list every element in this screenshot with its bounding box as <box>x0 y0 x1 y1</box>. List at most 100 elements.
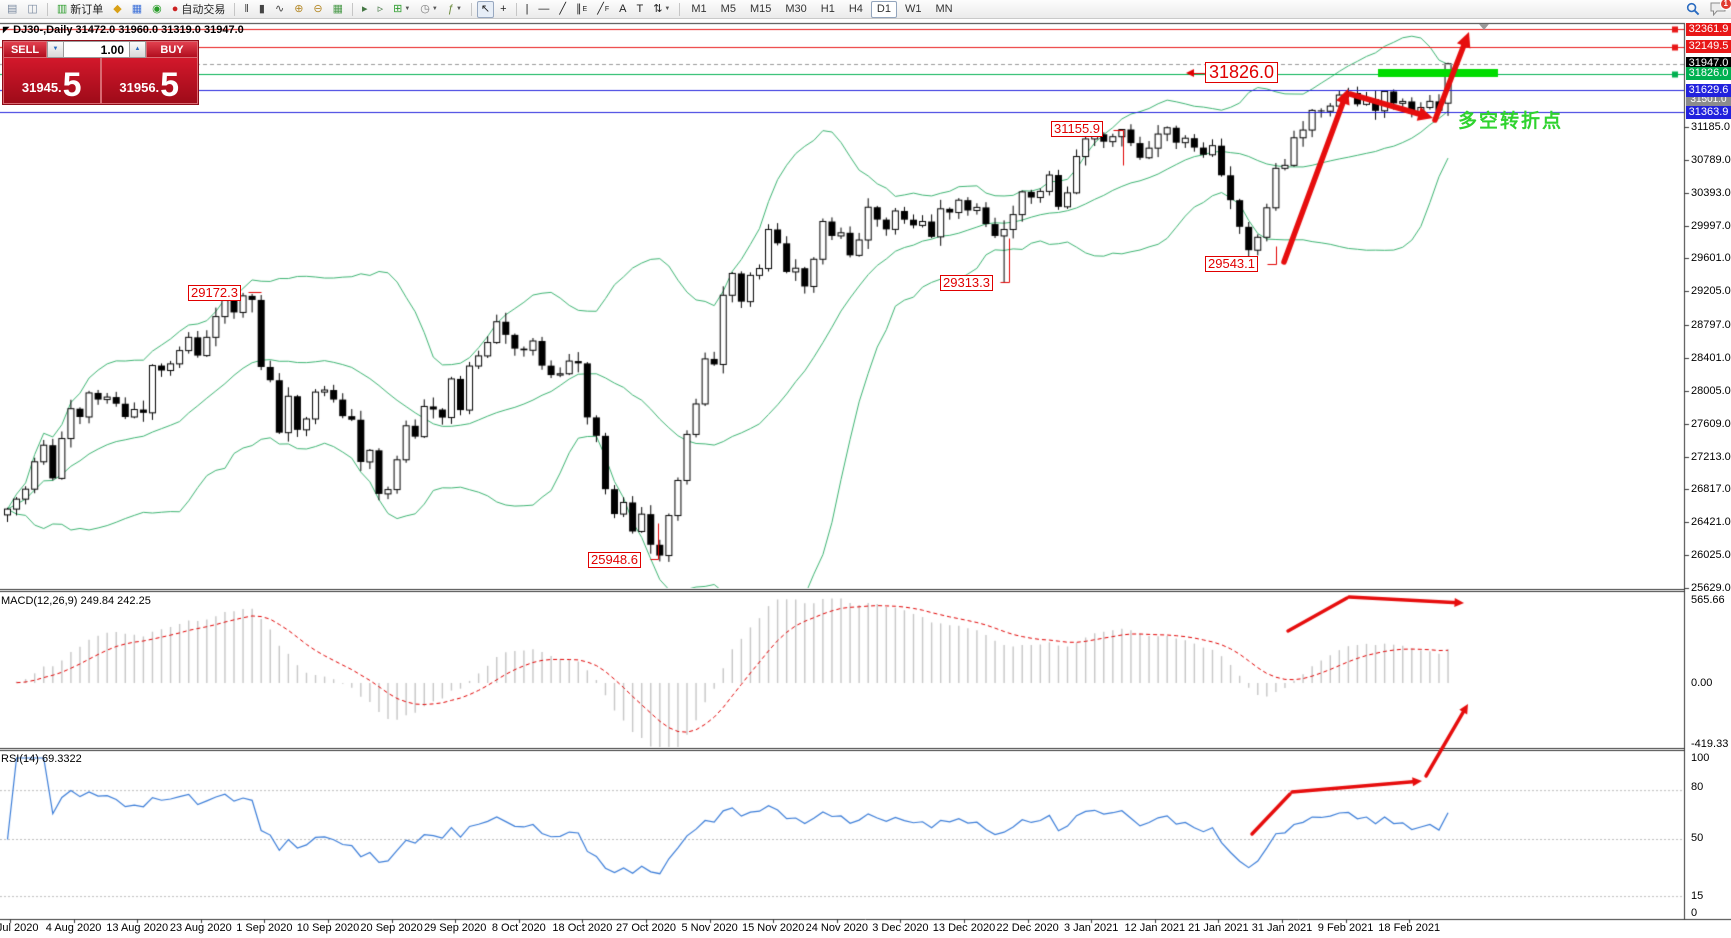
zoom-in-icon[interactable]: ⊕ <box>290 1 307 18</box>
trendline-tool[interactable]: ╱ <box>555 1 570 18</box>
indicators-icon-glyph: ƒ <box>447 3 454 15</box>
sell-button[interactable]: SELL <box>3 41 47 58</box>
date-axis-label[interactable]: 15 Nov 2020 <box>741 922 805 934</box>
price-axis-tick: 29997.0 <box>1691 219 1731 232</box>
date-axis-label[interactable]: 13 Aug 2020 <box>106 922 169 934</box>
price-label[interactable]: 29172.3 <box>188 285 241 301</box>
date-axis-label[interactable]: 21 Jan 2021 <box>1188 922 1249 934</box>
sell-price[interactable]: 31945. 5 <box>3 58 101 104</box>
auto-trading-button[interactable]: ● 自动交易 <box>168 1 230 18</box>
search-icon[interactable] <box>1686 2 1700 19</box>
vertical-line-tool[interactable]: | <box>522 1 533 18</box>
profiles-icon[interactable]: ◷ ▼ <box>416 1 442 18</box>
date-axis-label[interactable]: 29 Sep 2020 <box>423 922 487 934</box>
price-label[interactable]: 25948.6 <box>588 552 641 568</box>
price-axis-tick: 28005.0 <box>1691 384 1731 397</box>
zoom-out-icon[interactable]: ⊖ <box>309 1 326 18</box>
price-label[interactable]: 29543.1 <box>1205 256 1258 272</box>
date-axis-label[interactable]: 9 Feb 2021 <box>1317 922 1374 934</box>
timeframe-M30[interactable]: M30 <box>785 2 807 15</box>
date-axis-label[interactable]: 1 Sep 2020 <box>236 922 293 934</box>
fibonacci-tool[interactable]: ╱ F <box>593 1 613 18</box>
date-axis-label[interactable]: 5 Nov 2020 <box>681 922 738 934</box>
timeframe-MN[interactable]: MN <box>935 2 953 15</box>
timeframe-H1[interactable]: H1 <box>820 2 835 15</box>
horizontal-line-tool[interactable]: — <box>534 1 553 18</box>
date-axis-label[interactable]: 27 Oct 2020 <box>616 922 676 934</box>
channel-tool-sub: E <box>582 5 588 13</box>
date-axis-label[interactable]: 23 Aug 2020 <box>169 922 232 934</box>
cursor-tool[interactable]: ↖ <box>476 0 495 18</box>
date-axis-label[interactable]: 18 Feb 2021 <box>1378 922 1441 934</box>
sell-price-big-digit: 5 <box>62 66 82 104</box>
text-label-tool-glyph: T <box>636 3 644 15</box>
channel-tool-glyph: ∥ <box>576 3 582 15</box>
date-axis-label[interactable]: 18 Oct 2020 <box>552 922 613 934</box>
crosshair-tool[interactable]: + <box>496 1 510 18</box>
print-preview-icon[interactable]: ◫ <box>23 1 41 18</box>
date-axis-label[interactable]: 12 Jan 2021 <box>1124 922 1186 934</box>
tile-windows-icon[interactable]: ▦ <box>329 1 347 18</box>
date-axis-label[interactable]: 13 Dec 2020 <box>932 922 996 934</box>
date-axis-label[interactable]: 10 Sep 2020 <box>296 922 360 934</box>
volume-increase-button[interactable]: ▲ <box>129 41 146 58</box>
auto-scroll-icon[interactable]: ▸ <box>358 1 372 18</box>
print-preview-icon-glyph: ◫ <box>27 3 38 15</box>
buy-button[interactable]: BUY <box>146 41 198 58</box>
price-label[interactable]: 31155.9 <box>1051 121 1104 137</box>
tile-windows-icon-glyph: ▦ <box>332 3 344 15</box>
date-axis-label[interactable]: 26 Jul 2020 <box>0 922 39 934</box>
date-axis-label[interactable]: 22 Dec 2020 <box>996 922 1059 934</box>
arrows-tool-glyph: ⇅ <box>653 3 663 15</box>
bar-chart-icon[interactable]: ‖ <box>240 1 253 18</box>
channel-tool[interactable]: ∥ E <box>572 1 591 18</box>
timeframe-M5[interactable]: M5 <box>720 2 736 15</box>
price-axis-tick: 26421.0 <box>1691 516 1731 529</box>
chart-shift-marker-icon[interactable] <box>1479 24 1489 30</box>
price-label[interactable]: 31826.0 <box>1205 62 1279 83</box>
chart-shift-icon[interactable]: ▹ <box>374 1 388 18</box>
market-watch-icon[interactable]: ◆ <box>109 1 125 18</box>
price-scale-box: 31501.0 <box>1686 94 1731 107</box>
zoom-in-icon-glyph: ⊕ <box>294 3 304 15</box>
date-axis-label[interactable]: 31 Jan 2021 <box>1251 922 1313 934</box>
new-chart-icon[interactable]: ⊞ ▼ <box>389 1 414 18</box>
timeframe-D1[interactable]: D1 <box>870 0 897 18</box>
timeframe-M15[interactable]: M15 <box>749 2 772 15</box>
timeframe-W1[interactable]: W1 <box>904 2 922 15</box>
arrows-tool[interactable]: ⇅ ▼ <box>649 1 674 18</box>
navigator-icon[interactable]: ▦ <box>128 1 146 18</box>
toolbar-separator <box>352 2 354 16</box>
new-order-button[interactable]: ▥ 新订单 <box>53 1 107 18</box>
macd-indicator-label: MACD(12,26,9) 249.84 242.25 <box>1 595 151 607</box>
line-chart-icon[interactable]: ∿ <box>271 1 288 18</box>
sell-price-main: 31945. <box>21 80 62 95</box>
auto-scroll-icon-glyph: ▸ <box>362 3 368 15</box>
chat-icon[interactable]: 1 <box>1710 0 1731 19</box>
date-axis-label[interactable]: 8 Oct 2020 <box>491 922 546 934</box>
indicators-icon[interactable]: ƒ ▼ <box>444 1 466 18</box>
volume-input[interactable]: 1.00 <box>64 41 129 58</box>
price-label[interactable]: 29313.3 <box>940 275 993 291</box>
auto-trading-button-label: 自动交易 <box>181 4 226 16</box>
candlestick-chart-icon[interactable]: ▮ <box>255 1 269 18</box>
timeframe-M1[interactable]: M1 <box>691 2 707 15</box>
date-axis-label[interactable]: 3 Dec 2020 <box>872 922 929 934</box>
buy-price[interactable]: 31956. 5 <box>100 58 198 104</box>
date-axis-label[interactable]: 20 Sep 2020 <box>360 922 423 934</box>
text-tool[interactable]: A <box>615 1 630 18</box>
annotation-note[interactable]: 多空转折点 <box>1458 111 1564 132</box>
terminal-icon[interactable]: ◉ <box>148 1 166 18</box>
toolbar-separator <box>679 2 681 16</box>
text-label-tool[interactable]: T <box>632 1 647 18</box>
date-axis-label[interactable]: 3 Jan 2021 <box>1063 922 1119 934</box>
date-axis-label[interactable]: 4 Aug 2020 <box>45 922 102 934</box>
date-axis-label[interactable]: 24 Nov 2020 <box>805 922 868 934</box>
timeframe-H4[interactable]: H4 <box>848 2 863 15</box>
indicators-icon-dropdown-icon: ▼ <box>455 6 462 12</box>
one-click-expander-icon[interactable]: ◤ <box>3 25 10 34</box>
window-icon[interactable]: ▤ <box>3 1 21 18</box>
auto-trading-button-glyph: ● <box>171 3 179 15</box>
volume-decrease-button[interactable]: ▼ <box>47 41 64 58</box>
